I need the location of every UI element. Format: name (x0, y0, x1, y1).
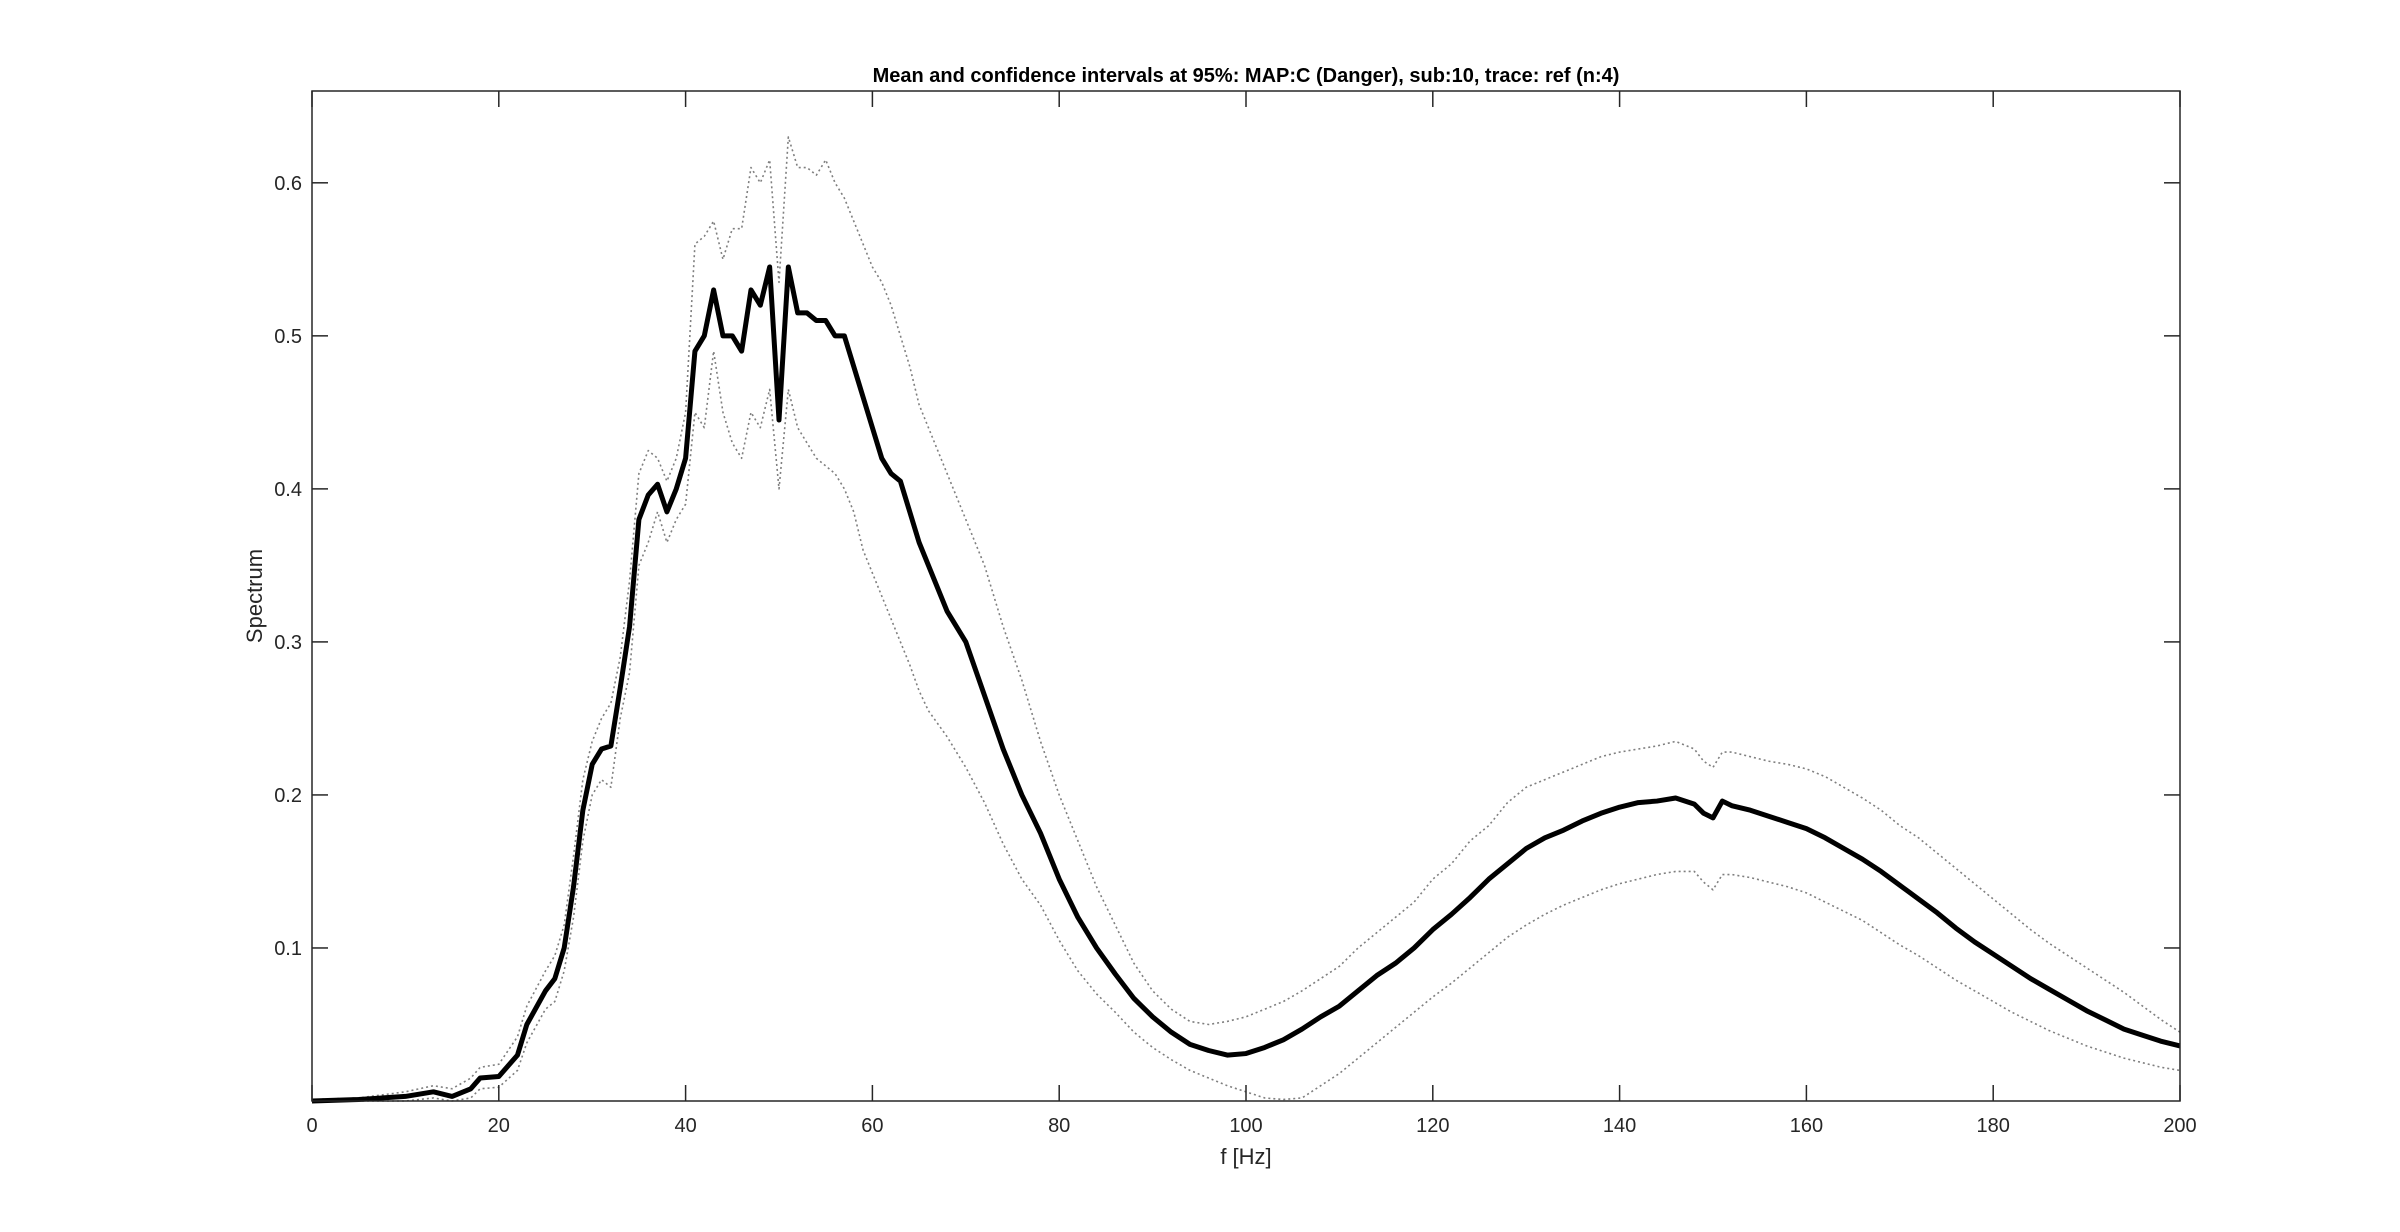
x-tick-label: 20 (488, 1115, 510, 1137)
x-tick-label: 40 (674, 1115, 696, 1137)
plot-box (311, 90, 2181, 1102)
chart-title: Mean and confidence intervals at 95%: MA… (873, 65, 1620, 87)
lower-ci-line (312, 350, 2181, 1102)
y-axis-label: Spectrum (242, 549, 267, 643)
y-tick-label: 0.5 (274, 326, 302, 348)
y-tick-label: 0.6 (274, 173, 302, 195)
x-tick-label: 180 (1977, 1115, 2010, 1137)
mean-line (311, 264, 2181, 1104)
y-tick-label: 0.3 (274, 632, 302, 654)
x-tick-label: 160 (1790, 1115, 1823, 1137)
y-tick-label: 0.2 (274, 785, 302, 807)
ticks-layer: 0 20 40 60 80 100 120 140 160 180 200 0.1 0.2 0.3 0.4 0… (274, 91, 2197, 1137)
x-axis-label: f [Hz] (1220, 1144, 1271, 1169)
series-layer (311, 136, 2181, 1104)
x-tick-label: 140 (1603, 1115, 1636, 1137)
x-tick-label: 100 (1229, 1115, 1262, 1137)
x-tick-label: 200 (2163, 1115, 2196, 1137)
y-tick-label: 0.4 (274, 479, 302, 501)
x-tick-label: 60 (861, 1115, 883, 1137)
plot-area-background (312, 91, 2180, 1101)
x-tick-label: 80 (1048, 1115, 1070, 1137)
x-tick-label: 120 (1416, 1115, 1449, 1137)
x-tick-label: 0 (306, 1115, 317, 1137)
y-tick-label: 0.1 (274, 938, 302, 960)
upper-ci-line (311, 136, 2181, 1101)
